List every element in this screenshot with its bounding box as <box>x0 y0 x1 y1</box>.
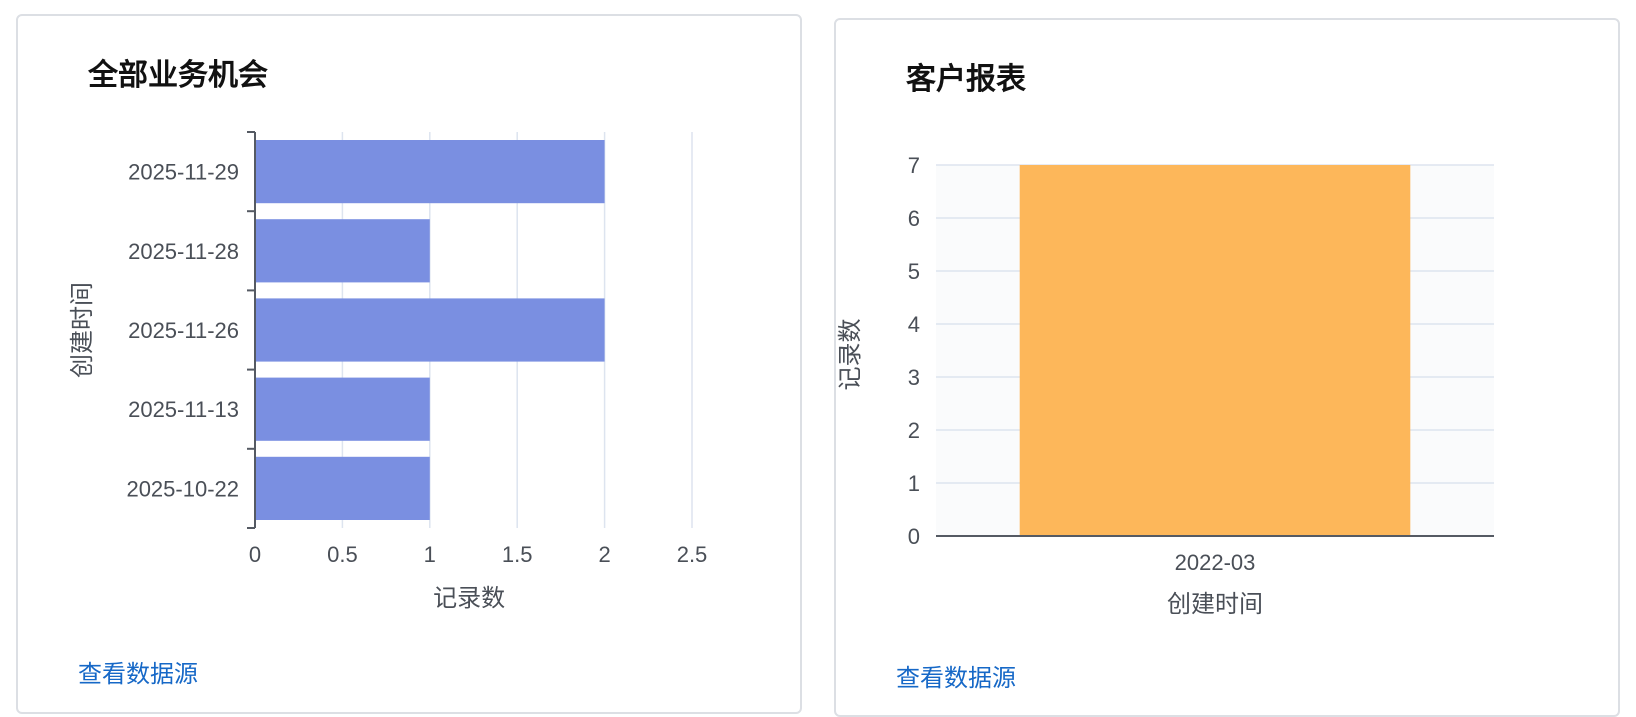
y-tick-label: 5 <box>908 259 920 284</box>
category-label: 2022-03 <box>1175 550 1256 575</box>
bar <box>255 298 605 362</box>
x-axis-title: 创建时间 <box>1167 591 1263 618</box>
y-tick-label: 1 <box>908 471 920 496</box>
x-tick-label: 0 <box>249 542 261 567</box>
category-label: 2025-11-26 <box>128 318 239 343</box>
x-tick-label: 1.5 <box>502 542 533 567</box>
category-label: 2025-11-28 <box>128 239 239 264</box>
y-tick-label: 0 <box>908 524 920 549</box>
y-axis-title: 记录数 <box>837 319 864 391</box>
bar <box>255 456 430 520</box>
view-data-source-link[interactable]: 查看数据源 <box>896 665 1016 692</box>
card-title: 客户报表 <box>906 63 1026 96</box>
y-tick-label: 6 <box>908 206 920 231</box>
bar <box>255 219 430 283</box>
category-label: 2025-10-22 <box>126 476 239 501</box>
category-label: 2025-11-29 <box>128 160 239 185</box>
x-tick-label: 2 <box>598 542 610 567</box>
bar <box>1019 165 1411 536</box>
y-tick-label: 3 <box>908 365 920 390</box>
x-tick-label: 1 <box>424 542 436 567</box>
card-title: 全部业务机会 <box>88 59 268 92</box>
customer-bar-chart: 0 1 2 3 4 5 6 7 2022-03 创建时间 记录数 <box>837 153 1494 618</box>
bar <box>255 140 605 204</box>
x-tick-label: 0.5 <box>327 542 358 567</box>
opportunities-card: 全部业务机会 2025-11-29 2025-11-28 2025-11-26 202… <box>16 14 802 714</box>
bar <box>255 377 430 441</box>
view-data-source-link[interactable]: 查看数据源 <box>78 661 198 688</box>
y-tick-label: 2 <box>908 418 920 443</box>
y-axis-title: 创建时间 <box>69 282 96 378</box>
y-tick-label: 7 <box>908 153 920 178</box>
x-axis-title: 记录数 <box>433 585 505 612</box>
customer-report-card: 客户报表 0 1 2 3 4 5 6 7 2022-03 创建时间 记录数 查看数据源 <box>834 18 1620 717</box>
category-label: 2025-11-13 <box>128 397 239 422</box>
y-tick-label: 4 <box>908 312 920 337</box>
x-tick-label: 2.5 <box>677 542 708 567</box>
opportunities-bar-chart: 2025-11-29 2025-11-28 2025-11-26 2025-11-13… <box>69 131 708 612</box>
